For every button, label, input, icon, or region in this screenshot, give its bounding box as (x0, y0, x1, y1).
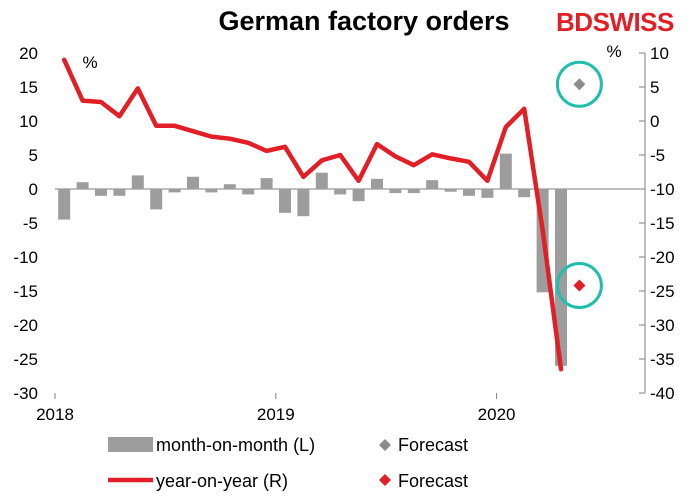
right-tick-label: 0 (650, 112, 659, 131)
bar (131, 175, 144, 189)
forecast-highlight-circle (555, 60, 603, 108)
x-tick-label: 2020 (478, 405, 516, 424)
bar (444, 189, 457, 192)
yoy-line (61, 57, 564, 372)
bar (499, 153, 512, 189)
legend: month-on-month (L) Forecast year-on-year (… (108, 435, 468, 491)
left-tick-label: -30 (13, 384, 38, 403)
legend-swatch-diamond (379, 439, 391, 451)
forecast-diamond (573, 78, 586, 91)
bar (205, 189, 218, 193)
left-axis-unit: % (82, 53, 97, 72)
right-tick-label: -30 (650, 316, 675, 335)
right-tick-label: -35 (650, 350, 675, 369)
legend-label: Forecast (398, 435, 468, 455)
bar (168, 189, 181, 193)
left-tick-label: 5 (29, 146, 38, 165)
right-tick-label: 5 (650, 78, 659, 97)
bar (223, 184, 236, 189)
bar (187, 176, 199, 189)
bar (352, 189, 365, 202)
bar-series (58, 153, 567, 366)
x-tick-label: 2018 (36, 405, 74, 424)
legend-swatch-diamond (379, 474, 391, 486)
left-tick-label: 0 (29, 180, 38, 199)
bar (150, 189, 163, 210)
bar (260, 178, 273, 189)
legend-label: year-on-year (R) (156, 471, 288, 491)
left-tick-label: -25 (13, 350, 38, 369)
bar (389, 189, 402, 194)
right-tick-label: 10 (650, 44, 669, 63)
forecast-diamond (573, 279, 586, 292)
bar (407, 189, 420, 194)
svg-text:BDSWISS: BDSWISS (556, 7, 674, 37)
legend-swatch-bar (108, 437, 153, 452)
left-tick-label: 15 (19, 78, 38, 97)
bar (95, 189, 107, 196)
left-tick-label: 10 (19, 112, 38, 131)
bar (242, 189, 255, 195)
chart-title: German factory orders (218, 6, 509, 36)
forecast-marks (555, 60, 603, 310)
x-tick-label: 2019 (257, 405, 295, 424)
bar (297, 189, 310, 217)
left-axis: 20 15 10 5 0 -5 -10 -15 -20 -25 -30 (13, 44, 38, 403)
logo-text-bd: BD (556, 7, 593, 37)
left-tick-label: -5 (23, 214, 38, 233)
logo-text-swiss: SWISS (593, 7, 674, 37)
left-tick-label: -15 (13, 282, 38, 301)
bar (76, 182, 89, 189)
logo: BDSWISS (556, 7, 675, 37)
right-tick-label: -5 (650, 146, 665, 165)
right-axis: 10 5 0 -5 -10 -15 -20 -25 -30 -35 -40 (639, 44, 675, 403)
bar (518, 189, 531, 198)
bar (58, 189, 71, 220)
right-tick-label: -40 (650, 384, 675, 403)
line-series (61, 57, 564, 372)
right-tick-label: -20 (650, 248, 675, 267)
bar (315, 172, 328, 189)
right-axis-unit: % (606, 42, 621, 61)
left-tick-label: -10 (13, 248, 38, 267)
legend-label: Forecast (398, 471, 468, 491)
forecast-highlight-circle (555, 262, 603, 310)
bar (426, 180, 439, 189)
bar (555, 189, 567, 366)
bar (463, 189, 475, 196)
left-tick-label: -20 (13, 316, 38, 335)
bar (279, 189, 291, 213)
right-tick-label: -10 (650, 180, 675, 199)
bar (481, 189, 494, 198)
legend-label: month-on-month (L) (156, 435, 315, 455)
right-tick-label: -15 (650, 214, 675, 233)
right-tick-label: -25 (650, 282, 675, 301)
bar (113, 189, 126, 196)
bar (371, 178, 383, 189)
left-tick-label: 20 (19, 44, 38, 63)
bar (334, 189, 347, 195)
x-axis-labels: 2018 2019 2020 (36, 393, 516, 424)
